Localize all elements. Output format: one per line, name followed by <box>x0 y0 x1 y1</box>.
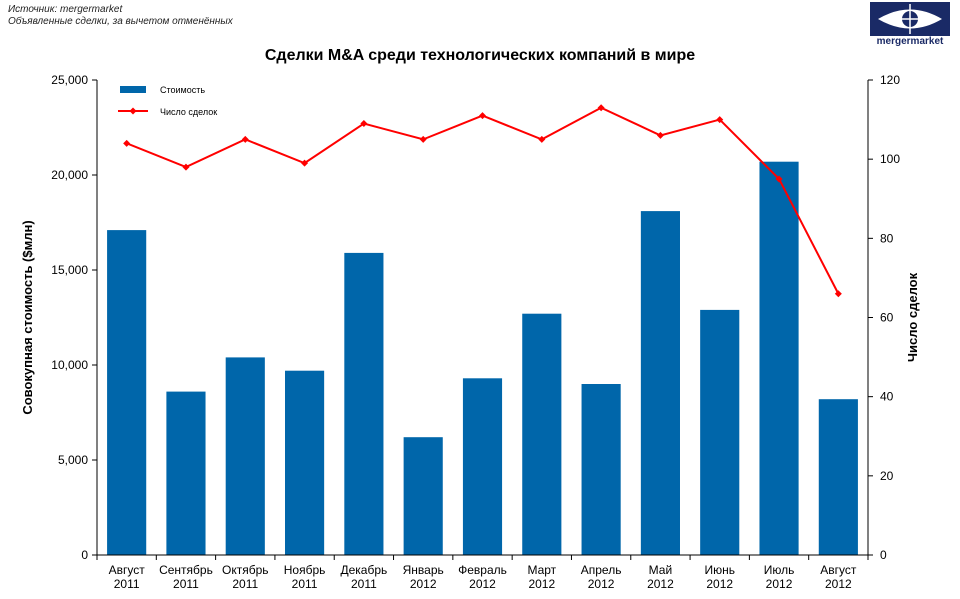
x-tick-label-month: Ноябрь <box>284 563 326 577</box>
deal-count-point <box>597 104 605 112</box>
x-tick-label-month: Январь <box>403 563 444 577</box>
y-tick-label-right: 60 <box>880 311 894 325</box>
logo-text: mergermarket <box>876 36 944 47</box>
y-tick-label-right: 0 <box>880 548 887 562</box>
x-tick-label-year: 2012 <box>825 577 852 591</box>
bar <box>462 378 503 555</box>
x-tick-label-month: Июнь <box>704 563 735 577</box>
bar <box>522 313 562 555</box>
x-tick-label-year: 2012 <box>706 577 733 591</box>
deal-count-point <box>301 159 309 167</box>
deal-count-line <box>126 106 840 295</box>
bar <box>166 391 206 555</box>
deal-count-point <box>775 175 783 183</box>
x-tick-label-year: 2012 <box>469 577 496 591</box>
x-tick-label-month: Май <box>649 563 673 577</box>
y-tick-label-right: 120 <box>880 73 900 87</box>
y-tick-label-right: 80 <box>880 231 894 245</box>
deal-count-point <box>360 120 368 128</box>
bar <box>225 357 265 555</box>
y-tick-label-left: 15,000 <box>51 263 88 277</box>
legend-label-line: Число сделок <box>160 107 217 117</box>
x-tick-label-year: 2011 <box>173 577 199 591</box>
legend-label-bar: Стоимость <box>160 85 205 95</box>
bar <box>759 161 799 555</box>
bar <box>344 252 384 555</box>
x-tick-label-year: 2011 <box>114 577 140 591</box>
x-tick-label-month: Март <box>527 563 556 577</box>
y-axis-label-left: Совокупная стоимость ($млн) <box>20 220 35 414</box>
x-tick-label-month: Октябрь <box>222 563 269 577</box>
x-tick-label-year: 2012 <box>588 577 615 591</box>
y-tick-label-left: 10,000 <box>51 358 88 372</box>
bar <box>285 370 325 555</box>
bar <box>700 309 740 555</box>
bar <box>640 211 680 555</box>
y-axis-label-right: Число сделок <box>905 272 920 362</box>
chart-title: Сделки M&A среди технологических компани… <box>264 47 696 64</box>
legend-marker-line <box>129 107 137 115</box>
eye-logo-icon <box>870 2 950 36</box>
bar <box>107 230 147 555</box>
y-tick-label-right: 100 <box>880 152 900 166</box>
x-tick-label-month: Сентябрь <box>159 563 213 577</box>
x-tick-label-year: 2012 <box>647 577 674 591</box>
x-tick-label-month: Февраль <box>458 563 507 577</box>
y-tick-label-left: 0 <box>81 548 88 562</box>
deal-count-point <box>241 135 249 143</box>
deal-count-point <box>538 135 546 143</box>
legend-swatch-bar <box>120 86 146 93</box>
x-tick-label-month: Август <box>820 563 857 577</box>
note-line: Объявленные сделки, за вычетом отменённы… <box>8 16 233 27</box>
y-tick-label-left: 25,000 <box>51 73 88 87</box>
deal-count-point <box>479 112 486 120</box>
x-tick-label-year: 2012 <box>410 577 437 591</box>
bar <box>581 384 621 555</box>
bar <box>818 399 858 555</box>
y-tick-label-right: 20 <box>880 469 894 483</box>
mergermarket-logo: mergermarket <box>870 2 950 48</box>
deal-count-point <box>716 116 724 124</box>
x-tick-label-month: Июль <box>764 563 795 577</box>
deal-count-point <box>834 290 842 298</box>
x-tick-label-month: Декабрь <box>340 563 387 577</box>
deal-count-point <box>419 135 427 143</box>
x-tick-label-year: 2012 <box>528 577 555 591</box>
x-tick-label-year: 2012 <box>766 577 793 591</box>
x-tick-label-year: 2011 <box>351 577 377 591</box>
deal-count-point <box>182 163 190 171</box>
x-tick-label-year: 2011 <box>292 577 318 591</box>
x-tick-label-year: 2011 <box>232 577 258 591</box>
y-tick-label-right: 40 <box>880 390 894 404</box>
y-tick-label-left: 20,000 <box>51 168 88 182</box>
deal-count-point <box>123 139 131 147</box>
source-line: Источник: mergermarket <box>8 4 123 15</box>
bar <box>403 437 443 555</box>
y-tick-label-left: 5,000 <box>58 453 88 467</box>
x-tick-label-month: Август <box>109 563 146 577</box>
source-note: Источник: mergermarket Объявленные сделк… <box>8 4 233 28</box>
deal-count-point <box>656 131 664 139</box>
x-tick-label-month: Апрель <box>581 563 622 577</box>
